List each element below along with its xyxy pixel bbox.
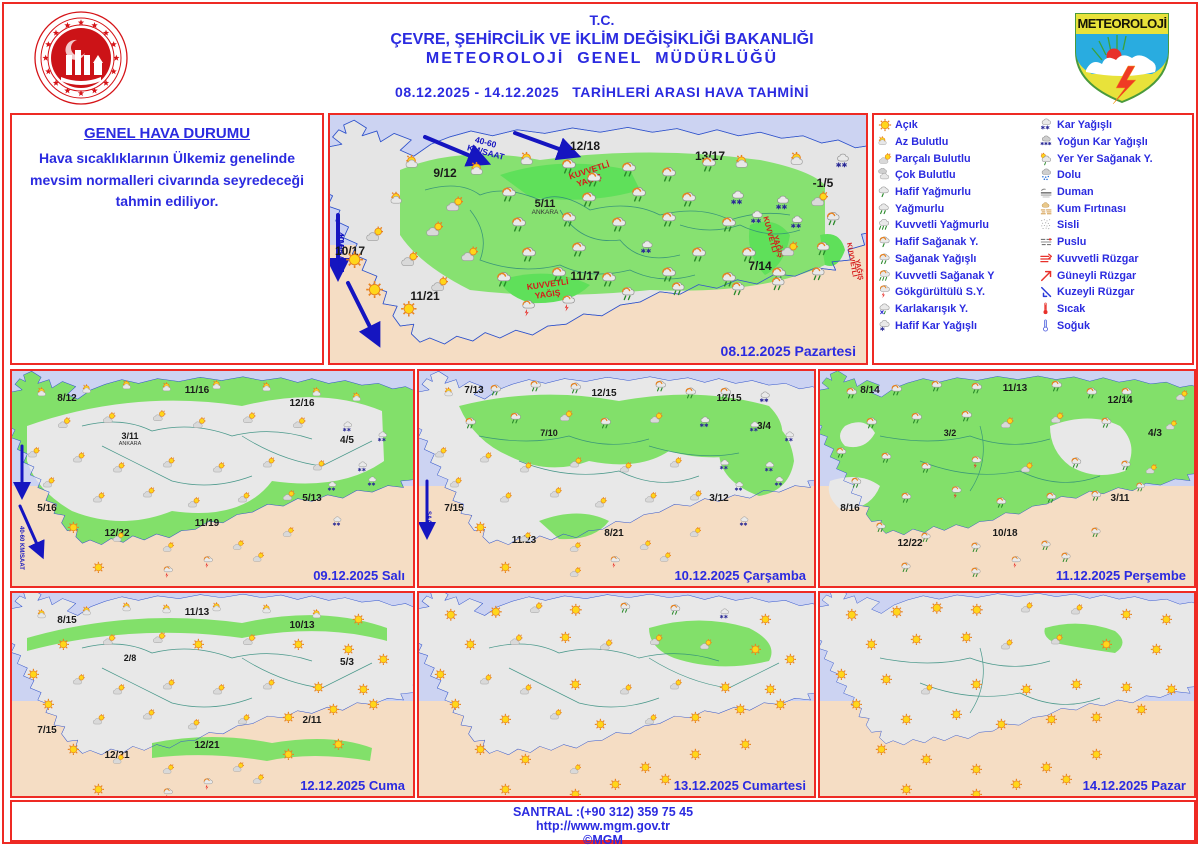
svg-text:11/21: 11/21	[410, 289, 440, 303]
svg-text:8/16: 8/16	[840, 503, 860, 514]
svg-text:7/10: 7/10	[540, 428, 558, 438]
svg-text:7/13: 7/13	[464, 385, 484, 396]
svg-text:40-60 KM/SAAT: 40-60 KM/SAAT	[18, 526, 24, 570]
svg-text:3/11: 3/11	[121, 431, 138, 441]
svg-text:10/18: 10/18	[992, 528, 1017, 539]
svg-text:11/19: 11/19	[195, 518, 220, 529]
svg-text:5/3: 5/3	[340, 657, 354, 668]
svg-text:7/14: 7/14	[748, 259, 772, 273]
svg-text:7/15: 7/15	[444, 503, 464, 514]
svg-text:9/12: 9/12	[433, 166, 457, 180]
svg-text:12/15: 12/15	[716, 393, 741, 404]
svg-text:5/16: 5/16	[37, 503, 57, 514]
svg-text:4/5: 4/5	[340, 435, 354, 446]
svg-text:11/13: 11/13	[1003, 383, 1028, 394]
svg-text:11/17: 11/17	[570, 269, 600, 283]
svg-text:11/16: 11/16	[185, 385, 210, 396]
svg-text:12/21: 12/21	[194, 740, 219, 751]
svg-text:12/18: 12/18	[570, 139, 600, 153]
svg-text:11/13: 11/13	[185, 607, 210, 618]
svg-text:ANKARA: ANKARA	[119, 441, 142, 447]
svg-text:8/14: 8/14	[860, 385, 880, 396]
svg-text:4/3: 4/3	[1148, 428, 1162, 439]
svg-text:8/12: 8/12	[57, 393, 77, 404]
svg-text:12/16: 12/16	[289, 398, 314, 409]
svg-text:8/15: 8/15	[57, 615, 77, 626]
svg-text:ANKARA: ANKARA	[532, 209, 559, 216]
svg-text:12/15: 12/15	[591, 388, 616, 399]
svg-text:5/13: 5/13	[302, 493, 322, 504]
svg-text:12/14: 12/14	[1107, 395, 1132, 406]
svg-text:3/12: 3/12	[709, 493, 729, 504]
svg-text:-1/5: -1/5	[813, 176, 834, 190]
svg-text:10/13: 10/13	[289, 620, 314, 631]
svg-text:3/2: 3/2	[944, 428, 957, 438]
svg-text:12/22: 12/22	[897, 538, 922, 549]
svg-text:8/21: 8/21	[604, 528, 624, 539]
svg-text:7/15: 7/15	[37, 725, 57, 736]
svg-text:2/11: 2/11	[303, 715, 322, 726]
svg-text:2/8: 2/8	[124, 653, 137, 663]
svg-text:SAAT: SAAT	[425, 511, 431, 527]
svg-text:3/11: 3/11	[1111, 493, 1130, 504]
svg-text:3/4: 3/4	[757, 421, 771, 432]
